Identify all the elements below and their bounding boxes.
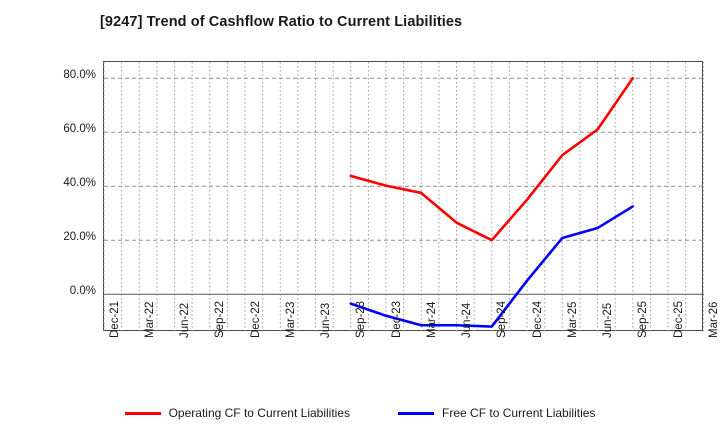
series-line xyxy=(349,76,635,242)
y-axis-tick-label: 40.0% xyxy=(63,177,96,190)
series-line xyxy=(349,205,635,328)
x-axis-tick-label: Sep-23 xyxy=(355,300,368,338)
x-axis-tick-label: Sep-24 xyxy=(496,300,509,338)
x-axis-tick-label: Mar-22 xyxy=(143,301,156,338)
x-axis-tick-label: Mar-24 xyxy=(425,301,438,338)
legend-line-swatch xyxy=(124,411,161,415)
x-axis-tick-label: Dec-25 xyxy=(672,300,685,338)
x-axis-tick-label: Dec-22 xyxy=(249,300,262,338)
grid-lines xyxy=(103,62,704,332)
x-axis-tick-label: Dec-24 xyxy=(531,300,544,338)
x-axis-tick-label: Mar-26 xyxy=(707,301,720,338)
legend-label: Operating CF to Current Liabilities xyxy=(168,406,351,420)
x-axis-tick-label: Sep-22 xyxy=(214,300,227,338)
x-axis-tick-label: Jun-25 xyxy=(602,302,615,338)
plot-area xyxy=(103,61,704,332)
x-axis-tick-label: Mar-25 xyxy=(566,301,579,338)
x-axis-tick-label: Dec-21 xyxy=(108,300,121,338)
legend-label: Free CF to Current Liabilities xyxy=(442,406,596,420)
y-axis-tick-label: 20.0% xyxy=(63,231,96,244)
series-lines xyxy=(349,76,635,328)
y-axis-tick-label: 60.0% xyxy=(63,123,96,136)
chart-legend: Operating CF to Current Liabilities Free … xyxy=(0,400,720,426)
x-axis-tick-label: Mar-23 xyxy=(284,301,297,338)
x-axis-tick-label: Jun-22 xyxy=(179,302,191,338)
x-axis-tick-label: Dec-23 xyxy=(390,300,403,338)
y-axis-tick-label: 80.0% xyxy=(63,69,96,82)
legend-line-swatch xyxy=(398,411,435,415)
y-axis-labels: 0.0% 20.0% 40.0% 60.0% 80.0% xyxy=(32,0,96,440)
y-axis-tick-label: 0.0% xyxy=(69,285,96,298)
page-title: [9247] Trend of Cashflow Ratio to Curren… xyxy=(100,14,463,30)
legend-item[interactable]: Free CF to Current Liabilities xyxy=(398,406,595,420)
x-axis-tick-label: Sep-25 xyxy=(637,300,650,338)
legend-item[interactable]: Operating CF to Current Liabilities xyxy=(124,406,351,420)
x-axis-tick-label: Jun-23 xyxy=(320,302,333,338)
x-axis-tick-label: Jun-24 xyxy=(461,302,474,338)
